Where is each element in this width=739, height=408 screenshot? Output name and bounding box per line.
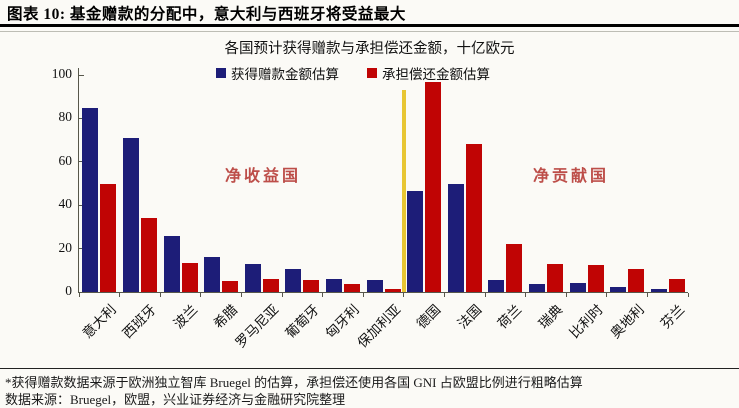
category-label: 比利时	[566, 301, 606, 342]
category-label: 希腊	[210, 301, 241, 332]
x-axis	[78, 292, 688, 293]
grant-bar	[528, 284, 545, 292]
x-axis-tick	[403, 293, 405, 297]
grant-bar	[163, 235, 180, 292]
x-axis-tick	[606, 293, 608, 297]
repay-legend-label: 承担偿还金额估算	[382, 67, 490, 82]
repay-bar	[465, 144, 482, 292]
x-axis-tick	[362, 293, 364, 297]
x-axis-tick	[565, 293, 567, 297]
category-label: 瑞典	[535, 301, 566, 332]
footnote-note: *获得赠款数据来源于欧洲独立智库 Bruegel 的估算，承担偿还使用各国 GN…	[5, 375, 583, 390]
category-label: 法国	[454, 301, 485, 332]
category-label: 芬兰	[657, 301, 688, 332]
x-axis-tick	[525, 293, 527, 297]
grant-bar	[122, 137, 139, 292]
y-axis-tick	[79, 161, 84, 163]
grant-legend-swatch-icon	[216, 68, 226, 78]
x-axis-tick	[687, 293, 689, 297]
repay-bar	[506, 244, 523, 292]
net-beneficiary-annotation: 净收益国	[224, 168, 302, 185]
repay-bar	[343, 284, 360, 292]
repay-bar	[628, 269, 645, 292]
repay-bar	[222, 281, 239, 292]
y-axis-tick	[79, 291, 84, 293]
repay-bar	[384, 288, 401, 292]
y-axis-tick	[79, 74, 84, 76]
category-label: 保加利亚	[354, 301, 403, 351]
chart-title: 图表 10: 基金赠款的分配中，意大利与西班牙将受益最大	[7, 6, 406, 23]
category-label: 奥地利	[607, 301, 647, 342]
category-label: 荷兰	[495, 301, 525, 332]
x-axis-tick	[484, 293, 486, 297]
x-axis-tick	[322, 293, 324, 297]
grant-bar	[447, 183, 464, 292]
y-axis-label: 60	[58, 152, 73, 168]
repay-bar	[425, 81, 442, 292]
chart-subtitle: 各国预计获得赠款与承担偿还金额，十亿欧元	[224, 41, 515, 57]
grant-bar	[285, 269, 302, 292]
footnote-separator	[0, 368, 739, 369]
x-axis-tick	[443, 293, 445, 297]
repay-bar	[262, 278, 279, 292]
y-axis-tick	[79, 204, 84, 206]
category-label: 波兰	[170, 301, 200, 332]
chart-legend: 获得赠款金额估算 承担偿还金额估算	[216, 63, 490, 83]
title-underline-thick	[0, 24, 739, 27]
y-axis-label: 20	[58, 239, 73, 255]
y-axis-label: 40	[58, 196, 73, 212]
category-label: 葡萄牙	[282, 301, 322, 342]
repay-bar	[140, 218, 157, 292]
y-axis-label: 80	[58, 109, 73, 125]
category-label: 西班牙	[120, 301, 160, 342]
bar-chart-plot-area: 净收益国 净贡献国 0 20 40 60 80 100 意大利 西班牙 波兰 希腊 罗马尼亚 葡萄牙匈…	[52, 66, 689, 351]
repay-legend-swatch-icon	[367, 68, 377, 78]
repay-bar	[181, 262, 198, 292]
y-axis	[78, 68, 79, 292]
grant-bar	[488, 280, 505, 292]
x-axis-tick	[78, 293, 80, 297]
category-label: 罗马尼亚	[232, 301, 282, 351]
repay-bar	[100, 183, 117, 292]
grant-bar	[407, 191, 424, 292]
y-axis-tick	[79, 117, 84, 119]
y-axis-label: 100	[51, 66, 72, 81]
grant-legend-label: 获得赠款金额估算	[231, 67, 339, 82]
x-axis-tick	[200, 293, 202, 297]
x-axis-tick	[240, 293, 242, 297]
grant-bar	[244, 263, 261, 292]
repay-bar	[587, 264, 604, 292]
x-axis-tick	[159, 293, 161, 297]
category-label: 德国	[413, 301, 444, 332]
grant-bar	[204, 257, 221, 292]
category-label: 意大利	[79, 301, 119, 342]
grant-bar	[325, 278, 342, 292]
x-axis-tick	[119, 293, 121, 297]
legend-item-repayments: 承担偿还金额估算	[367, 63, 490, 83]
title-underline-thin	[0, 31, 739, 32]
grant-bar	[569, 283, 586, 292]
repay-bar	[303, 280, 320, 292]
footnote-source: 数据来源：Bruegel，欧盟，兴业证券经济与金融研究院整理	[5, 392, 346, 407]
grant-bar	[366, 280, 383, 292]
beneficiary-contributor-divider-line	[401, 90, 406, 292]
grant-bar	[82, 107, 99, 292]
y-axis-tick	[79, 248, 84, 250]
grant-bar	[650, 288, 667, 292]
grant-bar	[610, 286, 627, 292]
x-axis-tick	[646, 293, 648, 297]
legend-item-grants: 获得赠款金额估算	[216, 63, 339, 83]
repay-bar	[546, 263, 563, 292]
repay-bar	[668, 278, 685, 292]
y-axis-label: 0	[65, 283, 72, 298]
x-axis-tick	[281, 293, 283, 297]
net-contributor-annotation: 净贡献国	[532, 168, 610, 185]
